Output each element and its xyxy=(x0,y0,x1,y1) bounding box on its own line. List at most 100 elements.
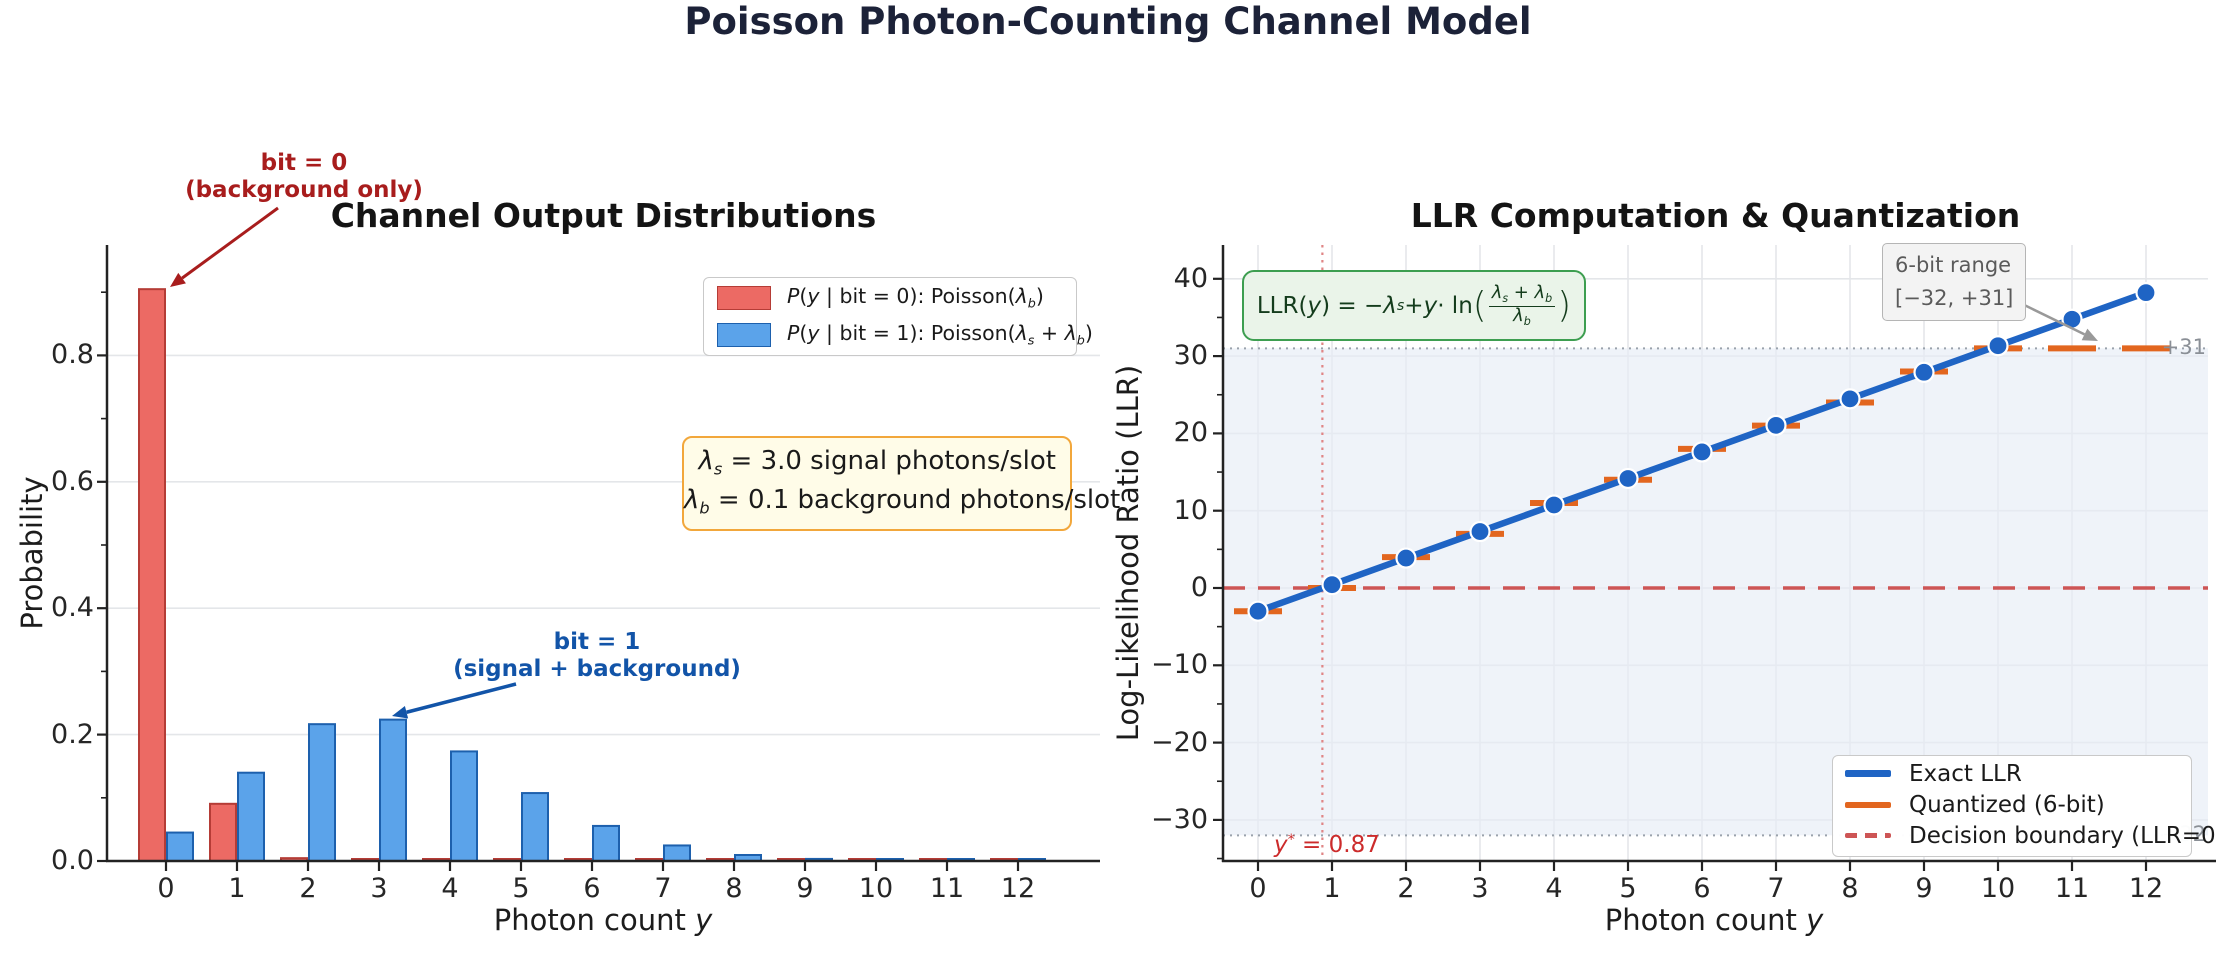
left-legend-row-bit1: P(y | bit = 1): Poisson(λs + λb) xyxy=(704,316,1093,353)
left-x-tick-label-5: 5 xyxy=(512,873,530,904)
left-y-tick-label-0.0: 0.0 xyxy=(51,845,94,876)
left-y-tick-label-0.8: 0.8 xyxy=(51,339,94,371)
right-y-tick-label-10: 10 xyxy=(1173,494,1208,526)
bar-bit1-7 xyxy=(663,844,691,863)
quantizer-range-line2: [−32, +31] xyxy=(1895,286,2014,310)
arrow-shaft xyxy=(181,206,279,280)
right-y-tick-label-30: 30 xyxy=(1173,340,1208,372)
right-x-tick-label-7: 7 xyxy=(1767,873,1785,904)
right-x-tick-label-4: 4 xyxy=(1545,873,1563,904)
right-x-tick-label-10: 10 xyxy=(1980,873,2016,904)
left-x-axis-label: Photon count y xyxy=(493,903,713,937)
left-x-tick-label-3: 3 xyxy=(370,873,388,904)
left-x-tick-label-2: 2 xyxy=(299,873,317,904)
right-x-tick-label-5: 5 xyxy=(1619,873,1637,904)
legend-swatch-quantized xyxy=(1845,801,1891,808)
bar-bit1-2 xyxy=(308,723,336,862)
right-legend-row-boundary: Decision boundary (LLR=0) xyxy=(1833,820,2216,851)
saturation-band xyxy=(1223,348,2208,836)
left-y-tick-label-0.2: 0.2 xyxy=(51,718,94,750)
left-legend: P(y | bit = 0): Poisson(λb) P(y | bit = … xyxy=(703,277,1093,356)
llr-formula-box: LLR(y) = − λ s + y · ln(λs + λb λb) xyxy=(1242,270,1586,341)
left-legend-label-bit0: P(y | bit = 0): Poisson(λb) xyxy=(787,284,1044,311)
left-x-tick-label-11: 11 xyxy=(929,873,965,904)
left-x-tick-label-10: 10 xyxy=(858,873,894,904)
right-x-tick-label-3: 3 xyxy=(1471,873,1489,904)
annotation-bit1-line2: (signal + background) xyxy=(453,656,741,682)
left-x-tick-label-0: 0 xyxy=(157,873,175,904)
llr-point-9 xyxy=(1913,361,1935,383)
right-legend-row-quantized: Quantized (6-bit) xyxy=(1833,789,2191,820)
llr-point-7 xyxy=(1765,414,1787,436)
llr-point-10 xyxy=(1987,335,2009,357)
bar-bit0-1 xyxy=(209,802,237,863)
llr-point-0 xyxy=(1247,600,1269,622)
right-x-tick-label-12: 12 xyxy=(2128,873,2164,904)
left-y-tick-label-0.4: 0.4 xyxy=(51,592,94,624)
right-x-tick-label-0: 0 xyxy=(1249,873,1267,904)
llr-point-5 xyxy=(1617,467,1639,490)
right-x-tick-label-11: 11 xyxy=(2054,873,2090,904)
right-y-tick-label-−10: −10 xyxy=(1151,649,1208,681)
annotation-bit0-line2: (background only) xyxy=(185,177,423,203)
left-x-tick-label-9: 9 xyxy=(796,873,814,904)
arrow-head xyxy=(170,272,186,287)
right-legend-row-exact: Exact LLR xyxy=(1833,758,2191,789)
left-legend-row-bit0: P(y | bit = 0): Poisson(λb) xyxy=(704,279,1076,316)
legend-swatch-bit1 xyxy=(717,322,771,347)
threshold-label: y* = 0.87 xyxy=(1274,832,1380,858)
right-x-tick-label-8: 8 xyxy=(1841,873,1859,904)
right-legend: Exact LLR Quantized (6-bit) Decision bou… xyxy=(1832,755,2216,857)
bar-bit0-0 xyxy=(138,288,166,863)
legend-swatch-boundary xyxy=(1845,833,1891,838)
right-y-tick-label-−30: −30 xyxy=(1151,803,1208,835)
legend-swatch-exact-llr xyxy=(1845,770,1891,777)
arrow-shaft xyxy=(406,682,517,714)
bar-bit1-3 xyxy=(379,718,407,862)
right-legend-label-boundary: Decision boundary (LLR=0) xyxy=(1909,822,2216,849)
left-x-tick-label-12: 12 xyxy=(1000,873,1036,904)
llr-point-6 xyxy=(1691,441,1713,463)
bar-bit1-1 xyxy=(237,771,265,862)
bar-bit1-4 xyxy=(450,750,478,862)
quantizer-range-box: 6-bit range [−32, +31] xyxy=(1882,243,2027,321)
right-x-tick-label-1: 1 xyxy=(1323,873,1341,904)
parameters-line1: λs = 3.0 signal photons/slot xyxy=(698,446,1056,479)
left-x-tick-label-8: 8 xyxy=(725,873,743,904)
annotation-bit0: bit = 0 (background only) xyxy=(154,150,454,204)
saturation-upper-label: +31 xyxy=(2161,335,2206,359)
right-x-tick-label-6: 6 xyxy=(1693,873,1711,904)
llr-point-2 xyxy=(1395,547,1417,569)
llr-point-8 xyxy=(1839,388,1861,410)
right-y-tick-label-0: 0 xyxy=(1190,572,1208,603)
bar-bit1-5 xyxy=(521,792,549,862)
llr-point-4 xyxy=(1543,494,1565,516)
right-plot-title: LLR Computation & Quantization xyxy=(1410,196,2021,235)
right-x-tick-label-9: 9 xyxy=(1915,873,1933,904)
legend-swatch-bit0 xyxy=(717,285,771,310)
annotation-bit0-line1: bit = 0 xyxy=(260,150,348,176)
parameters-line2: λb = 0.1 background photons/slot xyxy=(684,484,1121,518)
figure-title: Poisson Photon-Counting Channel Model xyxy=(684,0,1532,43)
left-x-tick-label-4: 4 xyxy=(441,873,459,904)
llr-point-3 xyxy=(1469,520,1491,543)
right-legend-label-exact: Exact LLR xyxy=(1909,760,2022,787)
left-plot-title: Channel Output Distributions xyxy=(330,196,877,235)
left-x-tick-label-7: 7 xyxy=(654,873,672,904)
left-y-tick-label-0.6: 0.6 xyxy=(51,465,94,497)
right-y-tick-label-−20: −20 xyxy=(1151,726,1208,758)
annotation-bit1-line1: bit = 1 xyxy=(553,629,641,655)
right-x-tick-label-2: 2 xyxy=(1397,873,1415,904)
annotation-bit1: bit = 1 (signal + background) xyxy=(447,629,747,683)
arrow-head xyxy=(392,705,409,719)
right-y-tick-label-20: 20 xyxy=(1173,417,1208,449)
arrow-head xyxy=(2081,328,2098,341)
right-x-axis-label: Photon count y xyxy=(1604,903,1824,937)
bar-bit1-6 xyxy=(592,824,620,863)
left-legend-label-bit1: P(y | bit = 1): Poisson(λs + λb) xyxy=(787,321,1093,348)
llr-point-12 xyxy=(2135,282,2157,304)
llr-point-1 xyxy=(1321,574,1343,596)
arrow-shaft xyxy=(2015,299,2086,336)
left-x-tick-label-1: 1 xyxy=(228,873,246,904)
